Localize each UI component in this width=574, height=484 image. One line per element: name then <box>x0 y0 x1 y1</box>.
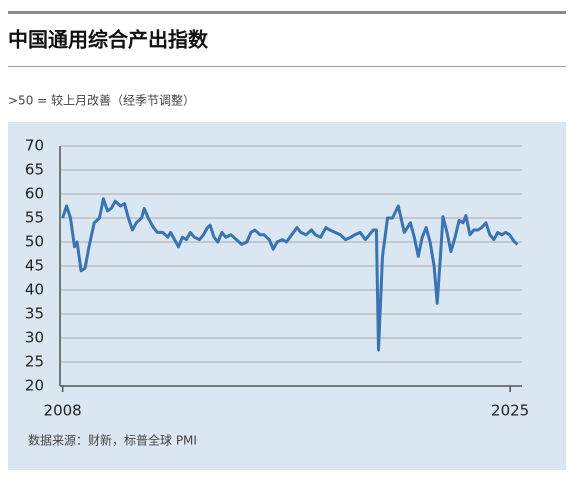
title-rule <box>8 66 566 67</box>
y-tick-label: 70 <box>25 137 44 155</box>
source-note: 数据来源：财新，标普全球 PMI <box>28 433 197 448</box>
y-tick-label: 40 <box>25 281 44 299</box>
y-tick-label: 35 <box>25 305 44 323</box>
y-tick-label: 45 <box>25 257 44 275</box>
y-tick-label: 20 <box>25 377 44 395</box>
subtitle: >50 = 较上月改善（经季节调整） <box>8 93 195 108</box>
y-tick-label: 30 <box>25 329 44 347</box>
y-tick-label: 60 <box>25 185 44 203</box>
y-tick-label: 50 <box>25 233 44 251</box>
y-tick-label: 65 <box>25 161 44 179</box>
chart-title: 中国通用综合产出指数 <box>8 28 209 52</box>
plot-panel <box>8 122 566 470</box>
y-tick-label: 25 <box>25 353 44 371</box>
top-rule <box>8 11 566 14</box>
y-tick-label: 55 <box>25 209 44 227</box>
x-tick-label: 2008 <box>44 402 82 420</box>
data-line <box>61 197 519 352</box>
x-tick-label: 2025 <box>491 402 529 420</box>
